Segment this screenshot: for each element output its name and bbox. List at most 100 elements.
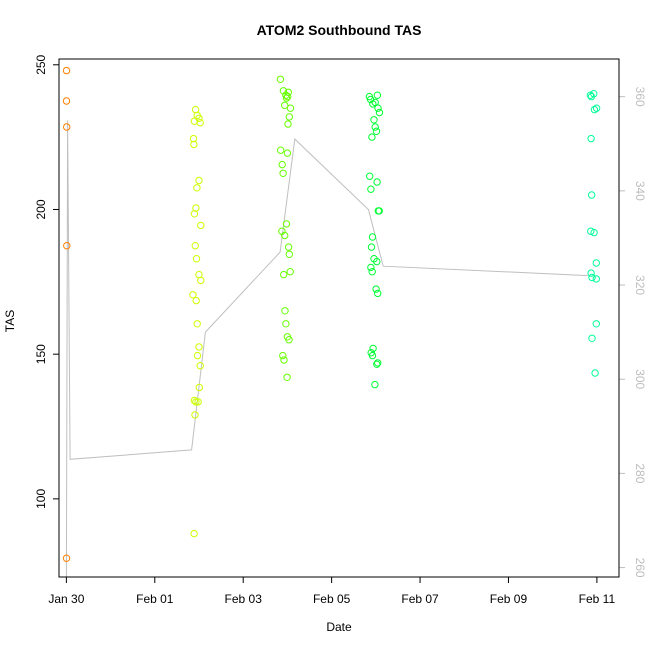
scatter-point — [284, 92, 292, 101]
scatter-point — [195, 114, 203, 123]
y2-tick-label: 340 — [633, 181, 647, 201]
scatter-point — [592, 104, 601, 112]
scatter-point — [592, 320, 600, 328]
scatter-point — [368, 233, 377, 241]
scatter-point — [192, 204, 200, 212]
scatter-point — [588, 191, 596, 199]
scatter-point — [285, 250, 293, 259]
scatter-point — [190, 140, 198, 149]
scatter-point — [280, 270, 288, 279]
y2-tick-label: 320 — [633, 275, 647, 295]
scatter-point — [283, 373, 291, 381]
scatter-point — [588, 334, 596, 342]
scatter-point — [372, 285, 380, 293]
x-tick-label: Feb 05 — [313, 592, 351, 606]
scatter-point — [195, 176, 203, 185]
scatter-point — [284, 243, 293, 251]
scatter-point — [282, 320, 290, 328]
scatter-point — [373, 178, 381, 186]
scatter-point — [372, 127, 381, 136]
scatter-point — [367, 263, 375, 272]
scatter-point — [282, 94, 291, 102]
scatter-point — [62, 123, 71, 131]
scatter-point — [286, 104, 295, 112]
scatter-point — [284, 120, 292, 128]
scatter-point — [62, 554, 71, 562]
scatter-point — [587, 227, 595, 235]
scatter-point — [191, 411, 199, 419]
scatter-point — [195, 343, 203, 351]
scatter-point — [368, 268, 376, 276]
scatter-point — [375, 108, 384, 117]
scatter-point — [281, 307, 289, 315]
scatter-point — [371, 123, 379, 131]
scatter-point — [373, 257, 381, 266]
scatter-point — [193, 320, 201, 328]
scatter-point — [591, 369, 599, 377]
scatter-point — [286, 268, 294, 276]
y-axis-label: TAS — [3, 310, 17, 332]
scatter-point — [62, 97, 71, 105]
scatter-point — [63, 242, 71, 250]
scatter-point — [592, 259, 600, 267]
scatter-point — [283, 149, 292, 157]
plot-frame — [58, 58, 620, 578]
scatter-point — [366, 172, 374, 180]
scatter-point — [588, 273, 596, 282]
x-tick-label: Feb 03 — [225, 592, 263, 606]
scatter-point — [193, 351, 202, 360]
x-tick-label: Jan 30 — [48, 592, 84, 606]
scatter-point — [189, 134, 198, 143]
scatter-point — [196, 119, 204, 127]
scatter-point — [590, 105, 599, 114]
scatter-point — [367, 243, 376, 251]
y-tick-label: 200 — [34, 199, 48, 219]
y-tick-label: 150 — [34, 344, 48, 364]
x-tick-label: Feb 07 — [401, 592, 439, 606]
y2-tick-label: 300 — [633, 369, 647, 389]
y-tick-label: 250 — [34, 54, 48, 74]
chart-title: ATOM2 Southbound TAS — [257, 22, 422, 38]
scatter-point — [277, 146, 285, 154]
scatter-point — [190, 396, 199, 405]
y2-tick-label: 280 — [633, 463, 647, 483]
scatter-point — [368, 133, 376, 141]
x-tick-label: Feb 09 — [490, 592, 528, 606]
scatter-point — [192, 255, 201, 263]
scatter-point — [280, 356, 288, 364]
scatter-point — [370, 116, 378, 124]
scatter-point — [191, 242, 200, 250]
scatter-point — [371, 98, 379, 107]
scatter-point — [373, 91, 382, 99]
scatter-point — [279, 351, 287, 360]
scatter-point — [190, 529, 198, 538]
scatter-point — [374, 289, 382, 298]
scatter-point — [586, 91, 595, 99]
scatter-point — [590, 228, 598, 237]
y2-tick-label: 260 — [633, 558, 647, 578]
x-axis-label: Date — [326, 620, 352, 634]
scatter-point — [279, 87, 288, 95]
scatter-point — [368, 351, 377, 360]
y2-tick-label: 360 — [633, 87, 647, 107]
scatter-point — [281, 231, 289, 240]
scatter-point — [194, 398, 202, 406]
scatter-point — [590, 90, 598, 98]
scatter-point — [62, 66, 71, 75]
scatter-point — [285, 336, 293, 344]
scatter-point — [281, 101, 289, 110]
scatter-point — [282, 220, 291, 228]
scatter-point — [193, 184, 201, 192]
scatter-point — [279, 169, 287, 178]
scatter-point — [192, 398, 200, 406]
scatter-point — [278, 160, 286, 169]
scatter-point — [587, 269, 595, 277]
scatter-point — [587, 134, 595, 143]
scatter-point — [374, 359, 382, 367]
scatter-point — [196, 362, 204, 370]
scatter-point — [375, 207, 383, 215]
scatter-point — [373, 360, 381, 368]
scatter-point — [195, 383, 204, 392]
x-tick-label: Feb 11 — [579, 592, 616, 606]
